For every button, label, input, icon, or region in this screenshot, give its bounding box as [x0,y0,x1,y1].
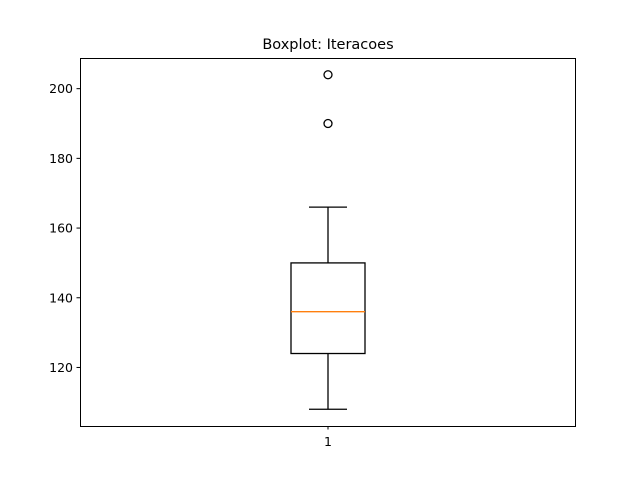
outlier-point [323,70,333,80]
y-tick-label: 180 [49,151,73,166]
y-tick-label: 120 [49,360,73,375]
x-axis: 1 [324,426,332,449]
outlier-point [323,118,333,129]
y-axis: 120 140 160 180 200 [49,81,80,375]
y-tick-label: 200 [49,81,73,96]
x-tick-label: 1 [324,434,332,449]
plot-marks [290,70,366,410]
y-tick-label: 160 [49,221,73,236]
iqr-box [290,262,366,355]
y-tick-label: 140 [49,290,73,305]
chart-title: Boxplot: Iteracoes [262,37,393,53]
